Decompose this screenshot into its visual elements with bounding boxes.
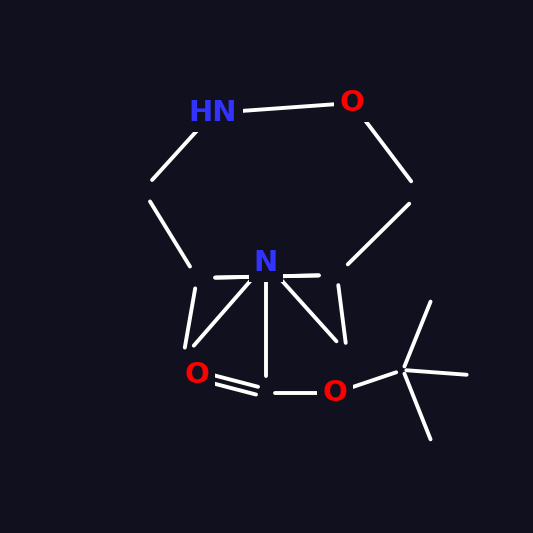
Text: O: O xyxy=(322,379,348,407)
Text: N: N xyxy=(254,249,278,277)
Text: HN: HN xyxy=(189,99,237,127)
Text: O: O xyxy=(184,361,209,389)
Text: O: O xyxy=(340,89,365,117)
